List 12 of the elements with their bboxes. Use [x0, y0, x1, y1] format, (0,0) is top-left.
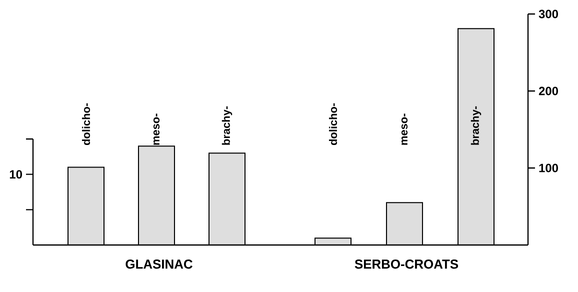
- x-tick-label: meso-: [154, 114, 160, 145]
- x-axis-title: GLASINAC: [126, 260, 192, 269]
- x-tick-label: dolicho-: [82, 103, 90, 146]
- y2-tick-label: 200: [538, 86, 558, 96]
- x-tick-label: dolicho-: [328, 103, 338, 146]
- y-tick-label: 10: [10, 170, 22, 179]
- x-axis-title: SERBO-CROATS: [354, 260, 458, 269]
- x-tick-label: brachy-: [222, 106, 232, 145]
- y2-tick-label: 100: [539, 164, 558, 172]
- x-tick-label: brachy-: [470, 106, 482, 145]
- y2-tick-label: 300: [538, 10, 558, 18]
- x-tick-label: meso-: [402, 114, 408, 145]
